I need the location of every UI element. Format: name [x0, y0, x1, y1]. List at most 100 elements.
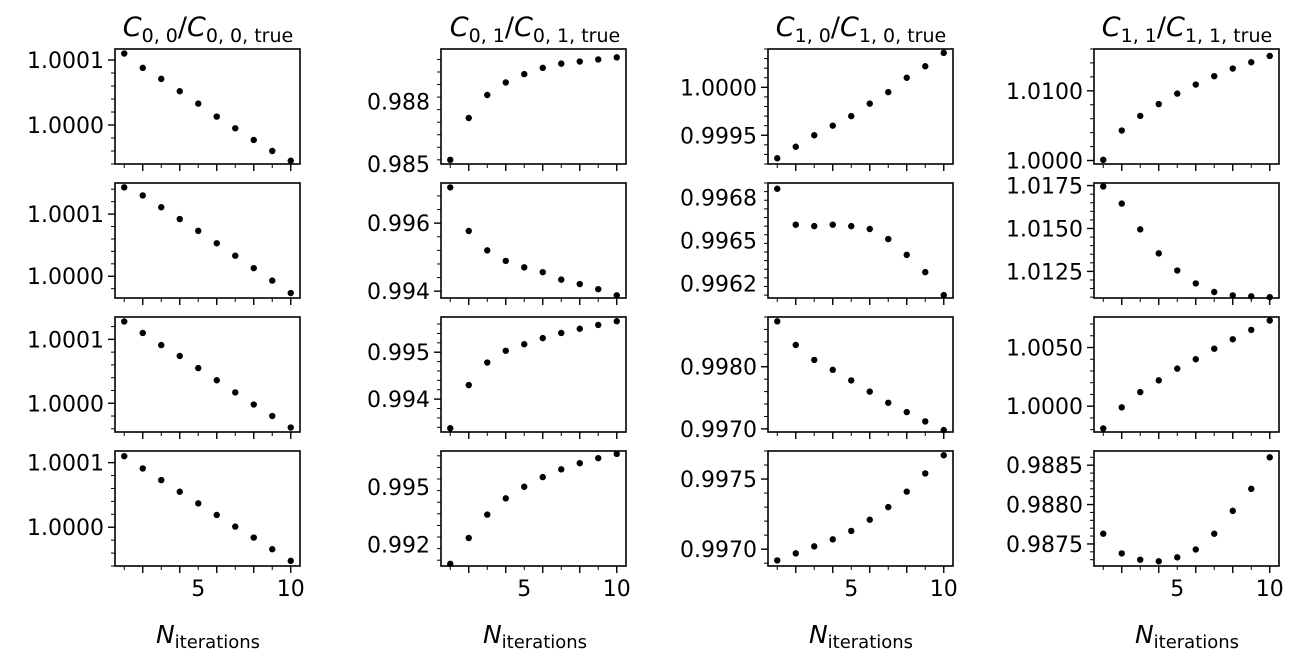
- data-point: [484, 511, 491, 518]
- data-point: [576, 325, 583, 332]
- xlabel-col1: Niterations: [483, 620, 587, 653]
- data-point: [287, 557, 294, 565]
- data-point: [269, 412, 276, 420]
- y-tick-label: 0.9995: [680, 124, 757, 149]
- y-tick-label: 1.0000: [27, 516, 104, 541]
- panel-r2-c0: 1.0000 1.0001: [27, 316, 301, 439]
- x-tick-label: 10: [277, 577, 305, 602]
- data-point: [866, 516, 873, 523]
- data-point: [176, 488, 183, 495]
- data-point: [774, 557, 781, 564]
- data-point: [195, 100, 202, 107]
- data-point: [829, 122, 836, 129]
- y-tick-label: 1.0000: [27, 392, 104, 417]
- data-point: [213, 113, 220, 120]
- data-point: [940, 452, 947, 459]
- data-point: [903, 488, 910, 495]
- x-tick-label: 10: [1256, 577, 1284, 602]
- plot-frame: [1093, 316, 1280, 433]
- data-point: [1229, 292, 1236, 299]
- y-tick-label: 1.0001: [27, 203, 104, 228]
- data-point: [447, 425, 454, 432]
- x-axis-labels: Niterations Niterations Niterations Nite…: [156, 620, 1239, 653]
- data-point: [558, 329, 565, 337]
- y-tick-label: 0.9885: [1006, 454, 1083, 479]
- y-tick-label: 0.9880: [1006, 494, 1083, 519]
- data-point: [1266, 317, 1273, 324]
- data-point: [922, 470, 929, 477]
- data-point: [792, 221, 799, 228]
- data-point: [829, 536, 836, 543]
- column-title-c00: C0, 0/C0, 0, true: [123, 12, 293, 47]
- data-point: [866, 388, 873, 395]
- y-tick-label: 0.9962: [680, 273, 757, 298]
- data-point: [885, 503, 892, 511]
- data-point: [866, 100, 873, 107]
- data-point: [595, 56, 602, 63]
- data-point: [1118, 404, 1125, 411]
- data-point: [502, 347, 509, 354]
- data-point: [1118, 200, 1125, 207]
- data-point: [465, 381, 472, 389]
- data-point: [1192, 280, 1199, 287]
- data-point: [1229, 65, 1236, 72]
- x-tick-label: 5: [517, 577, 531, 602]
- panel-r3-c1: 0.992 0.995 5 10: [367, 450, 631, 602]
- data-point: [465, 114, 472, 122]
- data-point: [1100, 183, 1107, 190]
- panel-r3-c0: 1.0000 1.0001 5 10: [27, 450, 305, 602]
- plot-frame: [114, 316, 301, 433]
- x-tick-label: 5: [844, 577, 858, 602]
- data-point: [502, 79, 509, 86]
- plot-frame: [440, 450, 627, 567]
- data-point: [269, 546, 276, 553]
- data-point: [1137, 556, 1144, 563]
- plot-frame: [1093, 182, 1280, 299]
- data-point: [774, 318, 781, 325]
- data-point: [269, 277, 276, 284]
- data-point: [1229, 507, 1236, 515]
- data-point: [613, 292, 620, 299]
- data-point: [176, 215, 183, 223]
- data-point: [250, 401, 257, 408]
- data-point: [139, 64, 146, 72]
- data-point: [232, 523, 239, 530]
- column-title-c10: C1, 0/C1, 0, true: [776, 12, 946, 47]
- data-point: [158, 476, 165, 484]
- data-point: [1137, 226, 1144, 233]
- y-tick-label: 1.0000: [27, 114, 104, 139]
- data-point: [250, 264, 257, 272]
- data-point: [287, 424, 294, 431]
- data-point: [940, 291, 947, 299]
- data-point: [848, 527, 855, 535]
- panel-r1-c2: 0.9962 0.9965 0.9968: [680, 182, 954, 305]
- y-tick-label: 0.992: [367, 534, 430, 559]
- y-tick-label: 0.9980: [680, 356, 757, 381]
- y-tick-label: 0.994: [367, 388, 430, 413]
- y-tick-label: 0.995: [367, 476, 430, 501]
- data-point: [447, 156, 454, 164]
- data-point: [558, 466, 565, 473]
- data-point: [484, 247, 491, 254]
- data-point: [269, 147, 276, 155]
- x-tick-label: 10: [930, 577, 958, 602]
- plot-frame: [767, 182, 954, 299]
- data-point: [1137, 112, 1144, 120]
- y-tick-label: 0.988: [367, 90, 430, 115]
- data-point: [539, 64, 546, 72]
- data-point: [811, 132, 818, 139]
- data-point: [1155, 377, 1162, 384]
- data-point: [521, 483, 528, 490]
- data-point: [287, 289, 294, 297]
- data-point: [848, 377, 855, 384]
- plot-frame: [440, 316, 627, 433]
- data-point: [176, 88, 183, 95]
- data-point: [1248, 59, 1255, 66]
- column-title-c01: C0, 1/C0, 1, true: [450, 12, 620, 47]
- xlabel-col2: Niterations: [809, 620, 913, 653]
- data-point: [576, 459, 583, 467]
- data-point: [121, 318, 128, 325]
- data-point: [940, 426, 947, 434]
- y-tick-label: 0.9875: [1006, 533, 1083, 558]
